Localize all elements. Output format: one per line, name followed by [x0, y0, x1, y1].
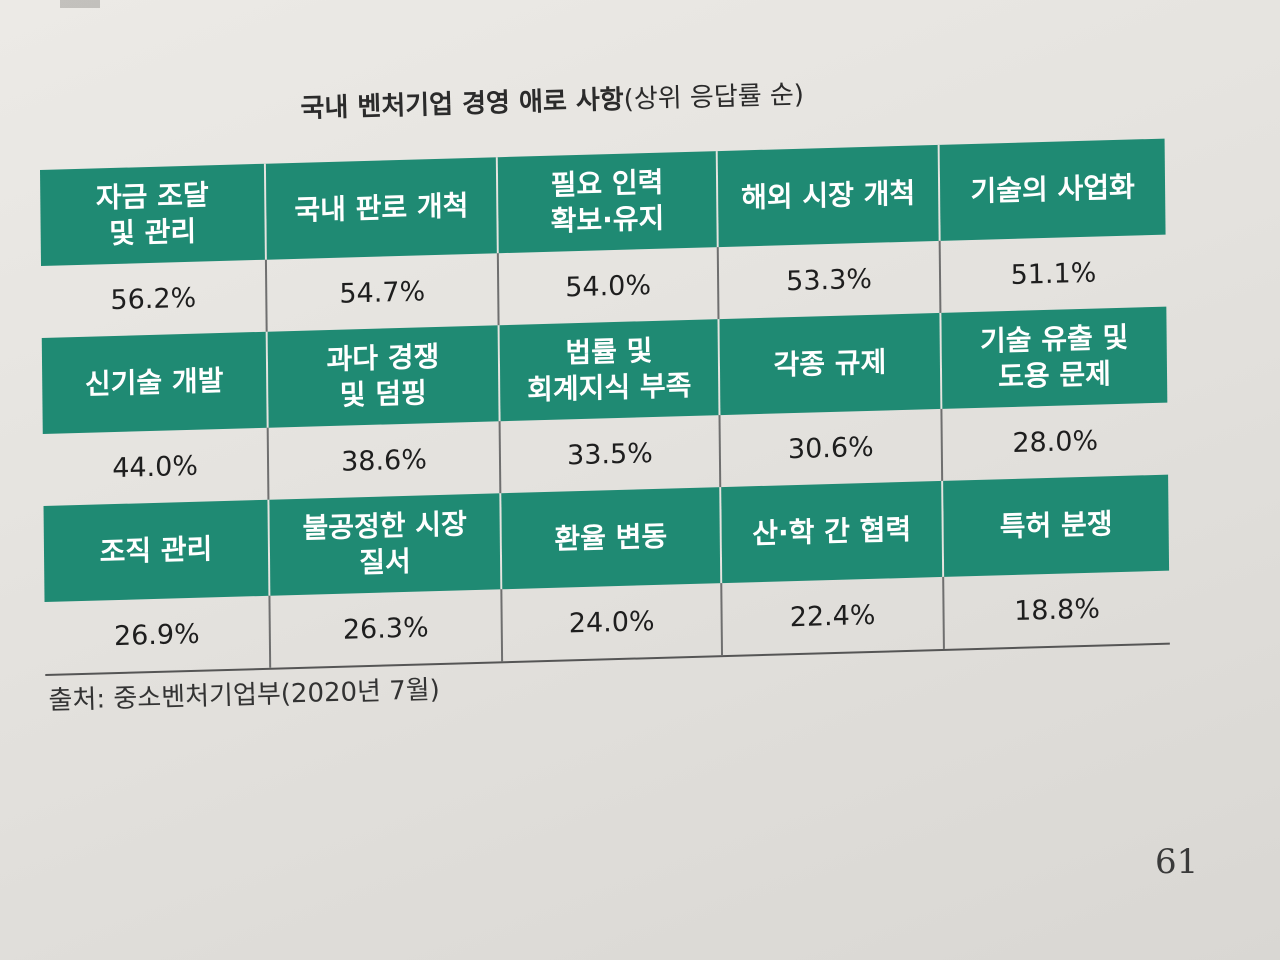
- header-cell: 신기술 개발: [41, 331, 269, 435]
- header-cell: 필요 인력 확보·유지: [497, 151, 719, 254]
- value-cell: 54.7%: [266, 253, 500, 332]
- value-cell: 26.3%: [270, 589, 504, 668]
- previous-text-remnant: [60, 0, 100, 8]
- source-note: 출처: 중소벤처기업부(2020년 7월): [48, 675, 441, 716]
- value-cell: 51.1%: [1010, 257, 1097, 291]
- header-cell: 불공정한 시장 질서: [269, 493, 503, 596]
- header-cell: 해외 시장 개척: [717, 144, 941, 248]
- difficulties-table: 자금 조달 및 관리 국내 판로 개척 필요 인력 확보·유지 해외 시장 개척…: [40, 138, 1170, 677]
- value-cell: 26.9%: [44, 595, 272, 675]
- header-cell: 기술의 사업화: [939, 138, 1166, 241]
- header-cell: 과다 경쟁 및 덤핑: [267, 325, 501, 428]
- value-cell: 33.5%: [500, 415, 722, 494]
- value-cell: 22.4%: [722, 576, 945, 656]
- value-cell: 44.0%: [42, 427, 270, 507]
- header-cell: 특허 분쟁: [943, 474, 1170, 577]
- value-cell: 18.8%: [1013, 593, 1101, 627]
- header-cell: 각종 규제: [719, 312, 943, 416]
- value-cell: 24.0%: [502, 583, 724, 662]
- header-cell: 기술 유출 및 도용 문제: [941, 306, 1168, 409]
- value-cell: 30.6%: [720, 408, 944, 488]
- value-cell: 56.2%: [41, 259, 268, 339]
- value-cell: 38.6%: [268, 421, 502, 500]
- header-cell: 국내 판로 개척: [265, 157, 499, 260]
- table-title-main: 국내 벤처기업 경영 애로 사항: [300, 84, 625, 124]
- header-cell: 조직 관리: [43, 499, 271, 603]
- value-cell: 53.3%: [718, 240, 942, 320]
- value-cell: 28.0%: [1012, 425, 1099, 459]
- header-cell: 환율 변동: [501, 487, 723, 590]
- header-cell: 자금 조달 및 관리: [40, 163, 267, 267]
- table-title-sub: (상위 응답률 순): [623, 79, 805, 115]
- page-number: 61: [1155, 842, 1199, 882]
- value-cell: 54.0%: [498, 247, 720, 326]
- table-title: 국내 벤처기업 경영 애로 사항(상위 응답률 순): [300, 74, 804, 125]
- header-cell: 법률 및 회계지식 부족: [499, 319, 721, 422]
- header-cell: 산·학 간 협력: [721, 480, 945, 584]
